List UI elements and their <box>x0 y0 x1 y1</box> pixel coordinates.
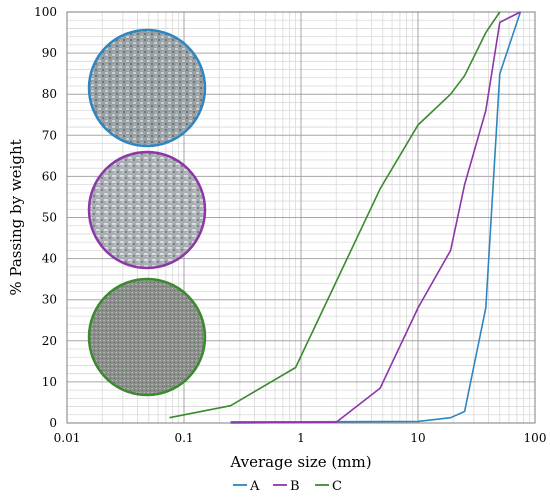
y-tick-label: 80 <box>42 87 57 101</box>
legend-label-c: C <box>332 479 342 494</box>
y-tick-label: 70 <box>42 128 57 142</box>
y-tick-label: 60 <box>42 169 57 183</box>
y-tick-label: 0 <box>49 416 57 430</box>
x-tick-label: 0.1 <box>174 431 193 445</box>
y-tick-labels: 0 10 20 30 40 50 60 70 80 90 100 <box>34 5 57 430</box>
series-line-b <box>230 11 521 424</box>
x-tick-label: 100 <box>524 431 547 445</box>
y-tick-label: 50 <box>42 211 57 225</box>
y-tick-label: 20 <box>42 334 57 348</box>
legend: A B C <box>233 479 342 494</box>
aggregate-photo-a <box>87 28 207 148</box>
x-tick-label: 1 <box>297 431 305 445</box>
aggregate-photo-c <box>87 277 207 397</box>
series-lines <box>169 11 522 424</box>
aggregate-photos <box>87 28 207 397</box>
x-axis-title: Average size (mm) <box>229 453 371 471</box>
aggregate-photo-b <box>87 150 207 270</box>
x-tick-label: 10 <box>410 431 425 445</box>
series-line-c <box>169 11 501 419</box>
legend-label-b: B <box>290 479 300 494</box>
y-tick-label: 30 <box>42 293 57 307</box>
series-line-a <box>230 11 522 423</box>
y-tick-label: 10 <box>42 375 57 389</box>
y-tick-label: 90 <box>42 46 57 60</box>
x-tick-label: 0.01 <box>54 431 81 445</box>
y-tick-label: 40 <box>42 252 57 266</box>
legend-label-a: A <box>249 479 260 494</box>
y-axis-title: % Passing by weight <box>7 139 25 295</box>
y-tick-label: 100 <box>34 5 57 19</box>
x-tick-labels: 0.01 0.1 1 10 100 <box>54 431 547 445</box>
